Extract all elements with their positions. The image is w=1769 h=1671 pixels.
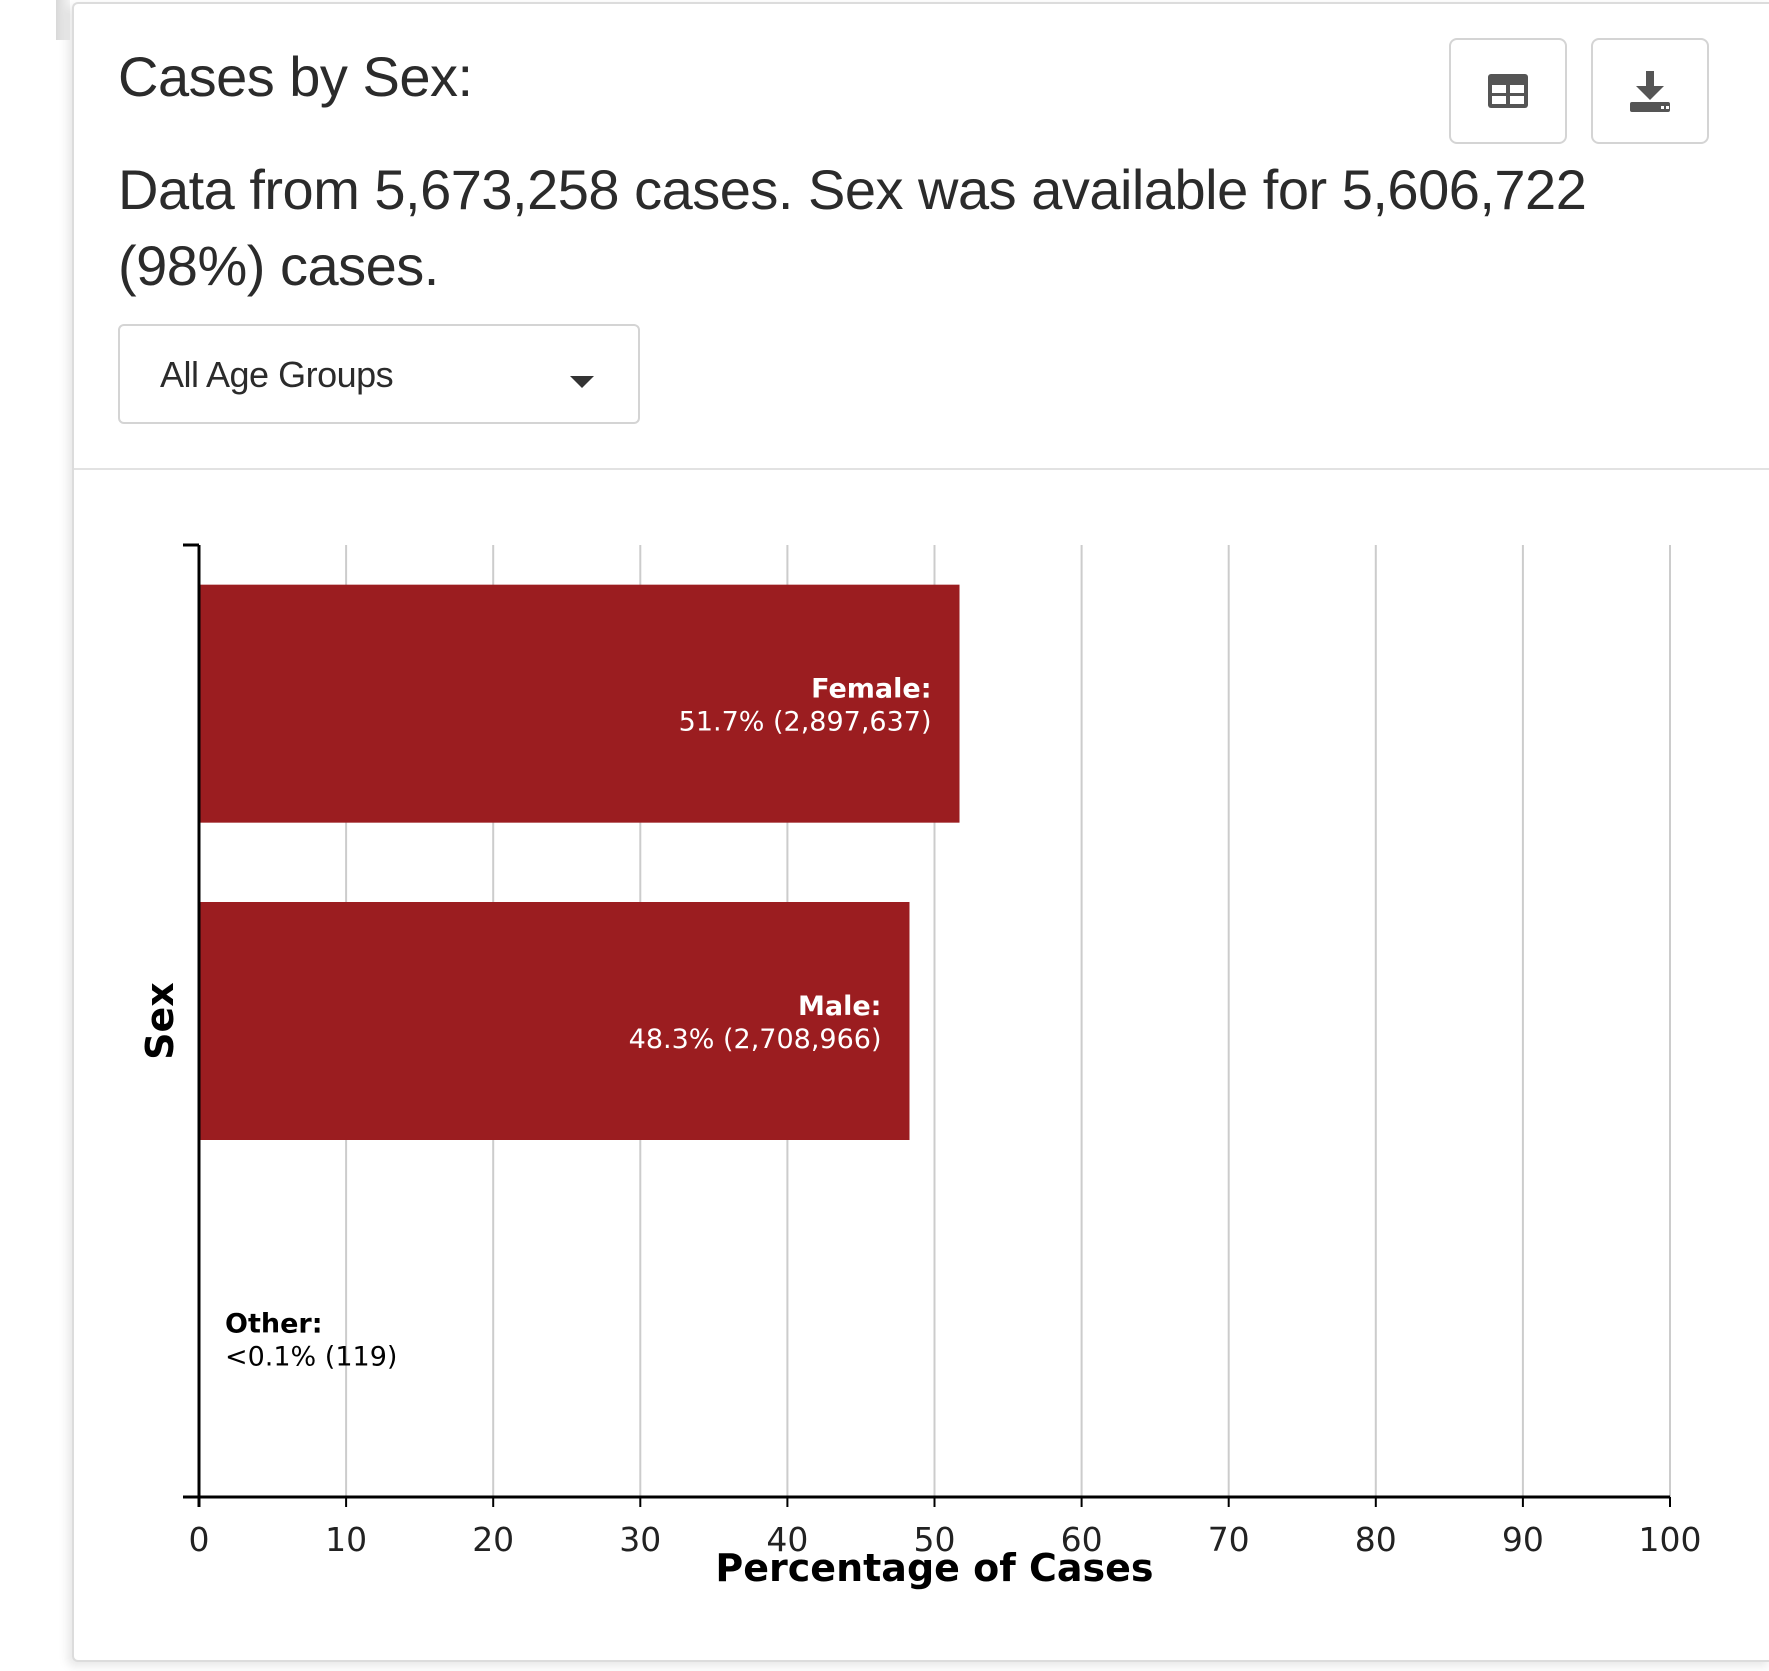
download-button[interactable] [1591, 38, 1709, 144]
download-icon [1630, 71, 1670, 112]
chart-card: Cases by Sex: Data from 5,673,258 cases.… [72, 2, 1769, 1662]
bar-label-name-female: Female: [811, 674, 931, 705]
x-tick-label-30: 30 [619, 1520, 661, 1559]
x-tick-label-100: 100 [1639, 1520, 1702, 1559]
bar-male [199, 902, 910, 1140]
age-group-select-value: All Age Groups [160, 354, 394, 395]
x-tick-label-10: 10 [325, 1520, 367, 1559]
x-tick-label-90: 90 [1502, 1520, 1544, 1559]
x-tick-label-0: 0 [189, 1520, 210, 1559]
x-tick-label-20: 20 [472, 1520, 514, 1559]
x-axis-title: Percentage of Cases [715, 1546, 1153, 1590]
bar-female [199, 584, 960, 823]
card-subtitle: Data from 5,673,258 cases. Sex was avail… [118, 158, 1587, 297]
bar-label-value-female: 51.7% (2,897,637) [679, 707, 932, 738]
x-tick-label-50: 50 [914, 1520, 956, 1559]
table-icon [1488, 74, 1528, 108]
bar-label-name-male: Male: [798, 991, 881, 1022]
section-divider [74, 468, 1769, 470]
bar-label-value-other: <0.1% (119) [225, 1341, 397, 1372]
age-group-select[interactable]: All Age Groups [118, 324, 640, 424]
bar-label-name-other: Other: [225, 1308, 323, 1339]
sex-bar-chart: Female:51.7% (2,897,637) Male:48.3% (2,70… [138, 543, 1702, 1590]
x-tick-label-80: 80 [1355, 1520, 1397, 1559]
x-tick-label-40: 40 [766, 1520, 808, 1559]
bar-label-value-male: 48.3% (2,708,966) [629, 1024, 882, 1055]
y-axis-title: Sex [138, 982, 182, 1060]
card-title: Cases by Sex: [118, 45, 473, 108]
caret-down-icon [570, 376, 594, 388]
view-table-button[interactable] [1449, 38, 1567, 144]
x-tick-label-70: 70 [1208, 1520, 1250, 1559]
background-card-edge [56, 0, 70, 40]
x-tick-label-60: 60 [1061, 1520, 1103, 1559]
